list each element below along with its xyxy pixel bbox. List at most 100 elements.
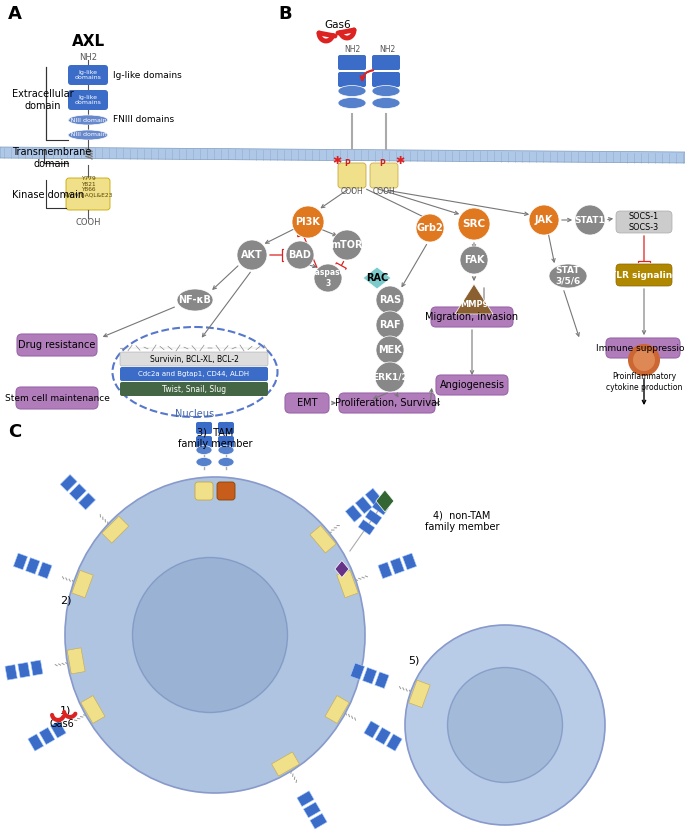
FancyBboxPatch shape: [196, 436, 212, 448]
Ellipse shape: [447, 667, 562, 783]
Polygon shape: [409, 681, 430, 707]
Ellipse shape: [196, 457, 212, 466]
FancyBboxPatch shape: [616, 211, 672, 233]
Text: B: B: [278, 5, 292, 23]
Polygon shape: [69, 484, 86, 500]
Text: Transmembrane
domain: Transmembrane domain: [12, 147, 91, 168]
Polygon shape: [28, 734, 44, 751]
FancyBboxPatch shape: [217, 482, 235, 500]
Text: P: P: [344, 159, 350, 168]
Ellipse shape: [177, 289, 213, 311]
Text: Nucleus: Nucleus: [175, 409, 214, 419]
Text: C: C: [8, 423, 21, 441]
Polygon shape: [345, 505, 362, 522]
Text: Twist, Snail, Slug: Twist, Snail, Slug: [162, 384, 226, 393]
Text: SOCS-1
SOCS-3: SOCS-1 SOCS-3: [629, 212, 659, 232]
Polygon shape: [365, 510, 382, 525]
Text: COOH: COOH: [340, 187, 363, 196]
Polygon shape: [365, 488, 382, 505]
Polygon shape: [375, 672, 389, 688]
FancyBboxPatch shape: [120, 367, 268, 381]
Polygon shape: [362, 667, 377, 684]
FancyBboxPatch shape: [616, 264, 672, 286]
Text: Cdc2a and Bgtap1, CD44, ALDH: Cdc2a and Bgtap1, CD44, ALDH: [138, 371, 249, 377]
FancyBboxPatch shape: [16, 387, 98, 409]
Polygon shape: [455, 284, 493, 314]
Polygon shape: [25, 558, 40, 574]
Polygon shape: [39, 727, 55, 745]
Circle shape: [314, 264, 342, 292]
Polygon shape: [102, 516, 129, 543]
Polygon shape: [337, 570, 358, 598]
Text: 4)  non-TAM
family member: 4) non-TAM family member: [425, 510, 499, 532]
Ellipse shape: [338, 97, 366, 109]
Ellipse shape: [196, 446, 212, 455]
Ellipse shape: [549, 264, 587, 288]
FancyBboxPatch shape: [431, 307, 513, 327]
Text: AKT: AKT: [241, 250, 263, 260]
Circle shape: [375, 362, 405, 392]
Polygon shape: [335, 560, 349, 578]
Polygon shape: [18, 662, 30, 678]
Ellipse shape: [338, 85, 366, 96]
Text: AXL: AXL: [71, 35, 105, 50]
Polygon shape: [297, 791, 314, 807]
Text: FNIII domains: FNIII domains: [66, 133, 110, 138]
Polygon shape: [72, 570, 93, 598]
FancyBboxPatch shape: [195, 482, 213, 500]
Polygon shape: [272, 752, 299, 776]
Text: STAT
3/5/6: STAT 3/5/6: [556, 266, 581, 286]
Text: TLR signaling: TLR signaling: [610, 271, 678, 280]
Circle shape: [292, 206, 324, 238]
Ellipse shape: [218, 457, 234, 466]
FancyBboxPatch shape: [606, 338, 680, 358]
FancyBboxPatch shape: [120, 352, 268, 366]
FancyBboxPatch shape: [436, 375, 508, 395]
Text: ✱: ✱: [332, 156, 342, 166]
Circle shape: [638, 354, 650, 366]
Text: RAF: RAF: [379, 320, 401, 330]
Ellipse shape: [372, 85, 400, 96]
Polygon shape: [67, 648, 85, 674]
Text: Stem cell maintenance: Stem cell maintenance: [5, 393, 110, 403]
Text: 2): 2): [60, 595, 71, 605]
Text: JAK: JAK: [535, 215, 553, 225]
Ellipse shape: [218, 446, 234, 455]
FancyBboxPatch shape: [338, 55, 366, 70]
Text: Proliferation, Survival: Proliferation, Survival: [335, 398, 439, 408]
Text: MMP9: MMP9: [460, 300, 488, 309]
Polygon shape: [375, 727, 391, 745]
Text: Survivin, BCL-XL, BCL-2: Survivin, BCL-XL, BCL-2: [149, 354, 238, 364]
Circle shape: [376, 311, 404, 339]
Polygon shape: [51, 721, 66, 738]
Ellipse shape: [68, 115, 108, 125]
Polygon shape: [38, 562, 52, 579]
Polygon shape: [350, 663, 364, 680]
FancyBboxPatch shape: [370, 163, 398, 188]
Ellipse shape: [68, 130, 108, 140]
Polygon shape: [79, 493, 95, 510]
Polygon shape: [358, 520, 375, 535]
Text: 5): 5): [408, 655, 419, 665]
Circle shape: [575, 205, 605, 235]
FancyBboxPatch shape: [372, 55, 400, 70]
Text: FAK: FAK: [464, 255, 484, 265]
Polygon shape: [402, 553, 416, 569]
FancyBboxPatch shape: [68, 65, 108, 85]
Text: Drug resistance: Drug resistance: [18, 340, 96, 350]
Text: MEK: MEK: [378, 345, 402, 355]
Text: COOH: COOH: [373, 187, 395, 196]
Polygon shape: [376, 490, 394, 512]
Circle shape: [332, 230, 362, 260]
Text: NH2: NH2: [379, 46, 395, 55]
Text: Ig-like
domains: Ig-like domains: [75, 95, 101, 105]
Text: Grb2: Grb2: [416, 223, 443, 233]
FancyBboxPatch shape: [339, 393, 435, 413]
Polygon shape: [386, 734, 402, 751]
Text: Kinase domain: Kinase domain: [12, 190, 84, 200]
FancyBboxPatch shape: [218, 422, 234, 434]
Polygon shape: [356, 496, 372, 514]
FancyBboxPatch shape: [66, 178, 110, 210]
Text: A: A: [8, 5, 22, 23]
Circle shape: [376, 286, 404, 314]
